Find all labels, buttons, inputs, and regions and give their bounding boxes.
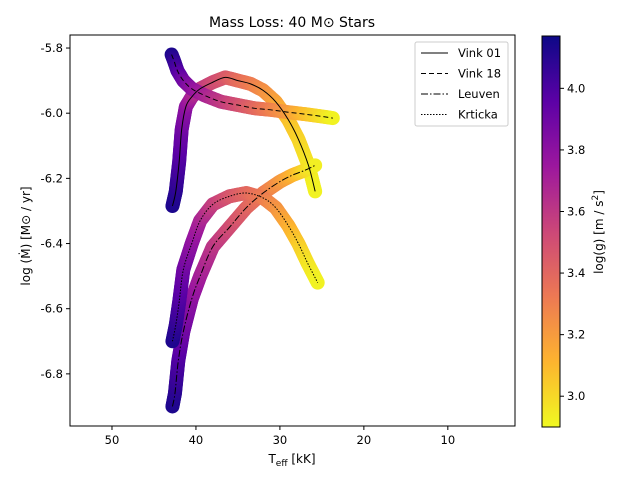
y-axis-label: log (Ṁ) [M⊙ / yr] [18, 186, 33, 285]
series-lines [171, 54, 333, 407]
x-axis-label: Teff [kK] [267, 452, 315, 469]
colorbar-tick-label: 3.2 [567, 328, 585, 342]
plot-area: 50 40 30 20 10 -5.8 -6.0 -6.2 -6.4 -6.6 -6.8 [41, 34, 516, 447]
data-marker [325, 111, 340, 126]
y-tick-label: -6.2 [41, 171, 63, 185]
y-tick-label: -6.6 [41, 302, 63, 316]
colorbar: 3.0 3.2 3.4 3.6 3.8 4.0 [541, 35, 585, 428]
x-tick-label: 30 [273, 433, 288, 447]
y-tick-label: -6.4 [41, 237, 63, 251]
data-marker [308, 158, 323, 173]
series-line-vink-01 [171, 76, 316, 207]
legend-label: Krticka [458, 108, 498, 122]
legend-label: Vink 01 [458, 46, 501, 60]
y-tick-label: -5.8 [41, 41, 63, 55]
y-tick-label: -6.8 [41, 367, 63, 381]
legend-box [414, 41, 509, 127]
x-tick-label: 50 [105, 433, 120, 447]
chart-title: Mass Loss: 40 M⊙ Stars [209, 15, 375, 31]
data-marker [310, 275, 325, 290]
colorbar-tick-label: 3.4 [567, 266, 585, 280]
colorbar-tick-label: 3.6 [567, 204, 585, 218]
series-line-leuven [171, 164, 316, 407]
series-line-vink-18 [171, 54, 333, 119]
x-tick-label: 10 [441, 433, 456, 447]
colorbar-tick-label: 3.8 [567, 143, 585, 157]
x-tick-label: 20 [357, 433, 372, 447]
y-tick-label: -6.0 [41, 106, 63, 120]
axes-frame [69, 34, 516, 427]
legend-label: Vink 18 [458, 67, 501, 81]
colorbar-tick-label: 4.0 [567, 81, 585, 95]
series-line-krticka [171, 192, 319, 342]
legend: Vink 01 Vink 18 Leuven Krticka [414, 41, 509, 127]
colorbar-gradient [541, 35, 561, 428]
x-tick-label: 40 [189, 433, 204, 447]
colorbar-tick-label: 3.0 [567, 389, 585, 403]
legend-label: Leuven [458, 87, 500, 101]
colorbar-label: log(g) [m / s2] [591, 190, 606, 274]
logg-markers [164, 47, 340, 414]
